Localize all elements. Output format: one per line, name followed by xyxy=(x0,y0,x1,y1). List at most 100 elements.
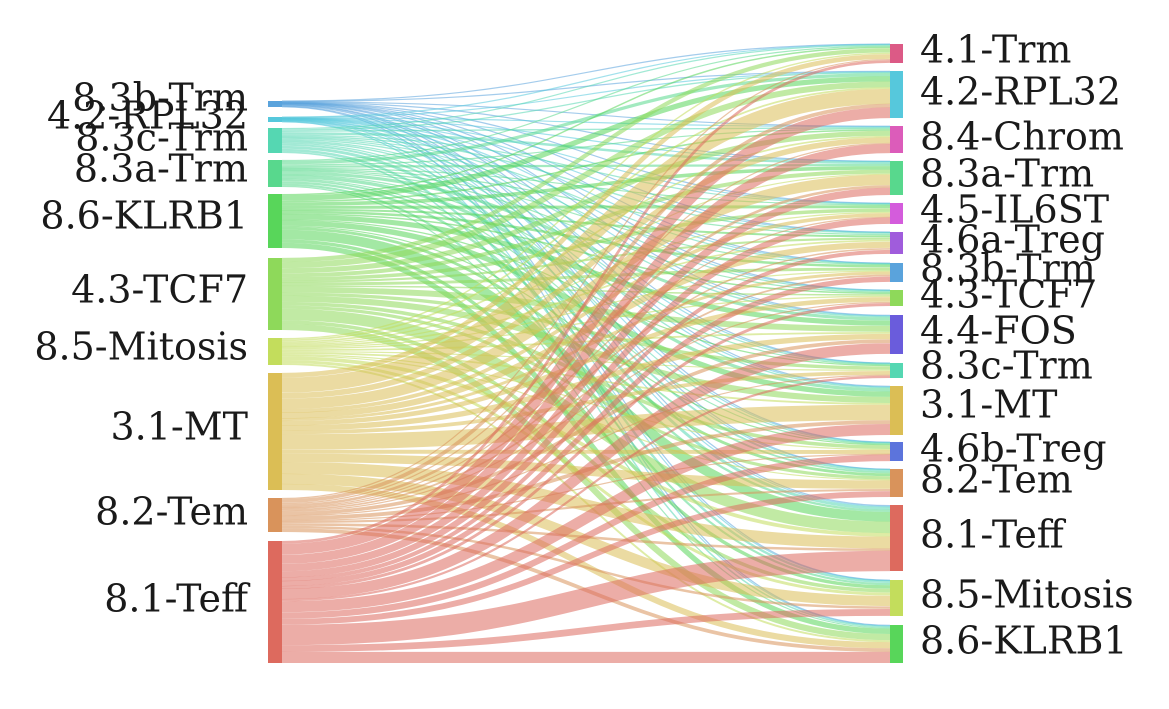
right-label-8-3c-trm: 8.3c-Trm xyxy=(920,344,1093,388)
right-label-8-4-chrom: 8.4-Chrom xyxy=(920,115,1124,159)
flow-8-1-teff-to-4-2-rpl32 xyxy=(281,107,891,555)
left-node-8-1-teff xyxy=(268,541,282,663)
right-node-4-6b-treg xyxy=(890,442,903,461)
flow-8-1-teff-to-8-2-tem xyxy=(281,491,891,625)
right-label-4-4-fos: 4.4-FOS xyxy=(920,309,1077,353)
left-node-8-5-mitosis xyxy=(268,338,282,365)
left-label-3-1-mt: 3.1-MT xyxy=(110,405,248,449)
flow-8-3c-trm-to-4-1-trm xyxy=(281,44,891,130)
flow-8-6-klrb1-to-4-5-il6st xyxy=(281,205,891,209)
flow-4-3-tcf7-to-8-3a-trm xyxy=(281,169,891,278)
right-node-4-6a-treg xyxy=(890,232,903,254)
right-node-8-1-teff xyxy=(890,505,903,571)
right-node-8-6-klrb1 xyxy=(890,625,903,663)
flow-8-1-teff-to-4-5-il6st xyxy=(281,217,891,578)
flow-8-1-teff-to-3-1-mt xyxy=(281,423,891,613)
flow-8-5-mitosis-to-8-3b-trm xyxy=(281,270,891,349)
flow-8-1-teff-to-4-3-tcf7 xyxy=(281,303,891,589)
left-node-8-3b-trm xyxy=(268,101,282,107)
flow-8-6-klrb1-to-4-1-trm xyxy=(281,46,891,196)
left-label-8-1-teff: 8.1-Teff xyxy=(104,577,251,621)
flow-8-3a-trm-to-4-2-rpl32 xyxy=(281,73,891,165)
right-label-4-1-trm: 4.1-Trm xyxy=(920,28,1071,72)
right-label-8-5-mitosis: 8.5-Mitosis xyxy=(920,573,1134,617)
flow-3-1-mt-to-4-2-rpl32 xyxy=(281,88,891,393)
flow-4-3-tcf7-to-4-1-trm xyxy=(281,48,891,263)
flow-8-1-teff-to-8-4-chrom xyxy=(281,144,891,564)
left-node-4-2-rpl32 xyxy=(268,117,282,122)
right-node-8-3c-trm xyxy=(890,363,903,378)
flow-8-2-tem-to-4-4-fos xyxy=(281,339,891,516)
left-node-column xyxy=(268,101,282,663)
flow-8-6-klrb1-to-4-2-rpl32 xyxy=(281,76,891,201)
flow-8-1-teff-to-8-1-teff xyxy=(281,550,891,646)
flow-8-1-teff-to-8-5-mitosis xyxy=(281,609,891,652)
flow-8-3c-trm-to-8-3a-trm xyxy=(281,132,891,165)
flow-8-1-teff-to-4-6a-treg xyxy=(281,249,891,582)
left-label-8-6-klrb1: 8.6-KLRB1 xyxy=(40,194,248,238)
left-label-8-3a-trm: 8.3a-Trm xyxy=(74,147,248,191)
left-node-3-1-mt xyxy=(268,373,282,490)
flow-8-2-tem-to-4-5-il6st xyxy=(281,216,891,508)
flow-8-1-teff-to-8-3a-trm xyxy=(281,187,891,572)
right-label-8-2-tem: 8.2-Tem xyxy=(920,458,1073,502)
left-label-8-3c-trm: 8.3c-Trm xyxy=(75,116,248,160)
left-node-4-3-tcf7 xyxy=(268,258,282,330)
label-layer: 8.3b-Trm4.2-RPL328.3c-Trm8.3a-Trm8.6-KLR… xyxy=(34,28,1133,663)
flow-8-1-teff-to-4-1-trm xyxy=(281,60,891,544)
flow-8-5-mitosis-to-4-1-trm xyxy=(281,52,891,340)
flow-8-2-tem-to-8-3a-trm xyxy=(281,185,891,507)
left-label-4-2-rpl32: 4.2-RPL32 xyxy=(47,94,248,138)
flow-8-5-mitosis-to-4-4-fos xyxy=(281,331,891,352)
right-node-8-4-chrom xyxy=(890,126,903,153)
flow-8-2-tem-to-4-1-trm xyxy=(281,58,891,500)
left-label-8-5-mitosis: 8.5-Mitosis xyxy=(34,325,248,369)
flow-8-5-mitosis-to-8-3a-trm xyxy=(281,173,891,345)
flow-8-3a-trm-to-4-1-trm xyxy=(281,45,891,162)
left-node-8-3a-trm xyxy=(268,160,282,187)
flow-8-3c-trm-to-4-5-il6st xyxy=(281,134,891,205)
left-node-8-3c-trm xyxy=(268,128,282,153)
right-node-column xyxy=(890,44,903,663)
left-label-8-2-tem: 8.2-Tem xyxy=(95,490,248,534)
flow-4-3-tcf7-to-4-2-rpl32 xyxy=(281,81,891,269)
right-label-4-6a-treg: 4.6a-Treg xyxy=(920,218,1105,262)
flow-4-3-tcf7-to-8-6-klrb1 xyxy=(281,323,891,641)
right-node-4-4-fos xyxy=(890,315,903,354)
left-label-8-3b-trm: 8.3b-Trm xyxy=(72,76,248,120)
left-label-4-3-tcf7: 4.3-TCF7 xyxy=(71,268,248,312)
flow-8-2-tem-to-8-3b-trm xyxy=(281,274,891,511)
right-node-4-3-tcf7 xyxy=(890,290,903,306)
right-label-4-5-il6st: 4.5-IL6ST xyxy=(920,188,1109,232)
flow-3-1-mt-to-8-4-chrom xyxy=(281,137,891,399)
flow-8-3b-trm-to-4-1-trm xyxy=(281,43,891,102)
right-label-4-2-rpl32: 4.2-RPL32 xyxy=(920,70,1121,114)
flow-8-3b-trm-to-8-3a-trm xyxy=(281,101,891,162)
right-node-8-5-mitosis xyxy=(890,580,903,616)
right-node-8-3a-trm xyxy=(890,161,903,195)
flow-3-1-mt-to-4-1-trm xyxy=(281,54,891,378)
flow-3-1-mt-to-4-5-il6st xyxy=(281,213,891,413)
right-node-4-2-rpl32 xyxy=(890,71,903,118)
flow-8-1-teff-to-4-6b-treg xyxy=(281,454,891,619)
right-label-8-3a-trm: 8.3a-Trm xyxy=(920,152,1094,196)
right-node-8-3b-trm xyxy=(890,263,903,282)
right-node-8-2-tem xyxy=(890,469,903,497)
right-label-3-1-mt: 3.1-MT xyxy=(920,383,1058,427)
flow-8-1-teff-to-8-3b-trm xyxy=(281,276,891,587)
flow-8-2-tem-to-4-3-tcf7 xyxy=(281,301,891,512)
left-node-8-6-klrb1 xyxy=(268,194,282,248)
flow-8-1-teff-to-8-3c-trm xyxy=(281,375,891,602)
right-node-4-5-il6st xyxy=(890,203,903,224)
flow-layer xyxy=(281,43,891,664)
flow-8-2-tem-to-8-5-mitosis xyxy=(281,525,891,609)
flow-8-3b-trm-to-4-4-fos xyxy=(281,103,891,316)
right-label-8-6-klrb1: 8.6-KLRB1 xyxy=(920,619,1128,663)
flow-4-2-rpl32-to-4-1-trm xyxy=(281,43,891,118)
right-label-8-3b-trm: 8.3b-Trm xyxy=(920,247,1096,291)
flow-8-1-teff-to-4-4-fos xyxy=(281,343,891,600)
flow-4-2-rpl32-to-4-5-il6st xyxy=(281,117,891,205)
right-label-8-1-teff: 8.1-Teff xyxy=(920,513,1067,557)
right-label-4-6b-treg: 4.6b-Treg xyxy=(920,427,1107,471)
